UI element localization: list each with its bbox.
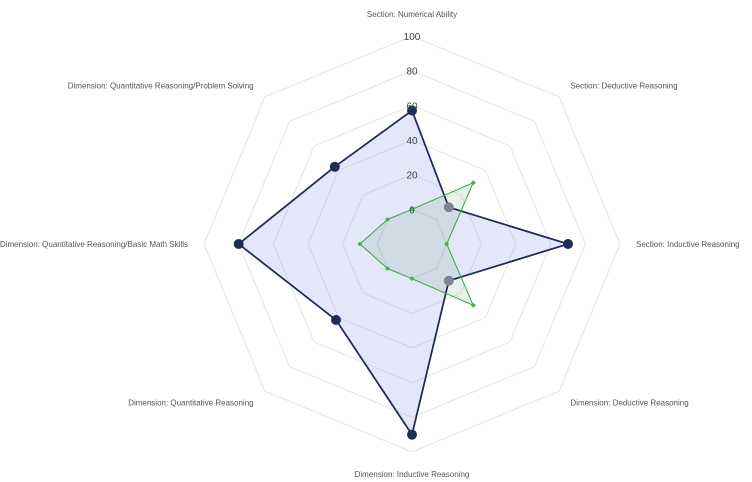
data-point [443, 275, 454, 286]
axis-label: Section: Inductive Reasoning [636, 240, 740, 249]
grid-ring [238, 70, 586, 418]
radial-tick-label: 40 [406, 136, 418, 147]
radial-tick-label: 80 [406, 67, 418, 78]
axis-label: Dimension: Inductive Reasoning [355, 470, 470, 479]
data-point [407, 429, 417, 440]
data-point [385, 217, 390, 222]
data-point [444, 242, 449, 246]
grid-ring [203, 35, 621, 453]
data-point [471, 303, 476, 308]
data-point [407, 105, 417, 116]
axis-label: Section: Numerical Ability [367, 10, 457, 19]
axis-label: Dimension: Quantitative Reasoning/Proble… [68, 82, 254, 91]
data-point [563, 239, 573, 249]
radial-tick-label: 100 [404, 32, 421, 43]
data-point [443, 202, 454, 213]
data-point [471, 180, 476, 185]
axis-labels: Section: Numerical Ability Section: Deduc… [0, 10, 740, 479]
axis-label: Section: Deductive Reasoning [570, 82, 677, 91]
data-point [331, 314, 342, 325]
grid-ring [307, 139, 517, 349]
data-point [410, 207, 414, 212]
grid-ring [272, 104, 552, 384]
radar-grid [203, 35, 621, 453]
radial-tick-label: 20 [406, 171, 418, 182]
radial-tick-label: 0 [409, 205, 415, 216]
axis-label: Dimension: Quantitative Reasoning [128, 398, 253, 407]
data-point [233, 239, 244, 249]
radial-tick-label: 60 [406, 101, 418, 112]
data-point [410, 276, 414, 281]
grid-ring [342, 174, 482, 314]
axis-label: Dimension: Quantitative Reasoning/Basic … [0, 240, 188, 249]
data-point [358, 242, 362, 246]
data-point [329, 161, 340, 172]
radar-series [233, 105, 573, 440]
axis-label: Dimension: Deductive Reasoning [570, 398, 688, 407]
data-point [385, 266, 390, 271]
radial-ticks: 0 20 40 60 80 100 [404, 32, 421, 216]
